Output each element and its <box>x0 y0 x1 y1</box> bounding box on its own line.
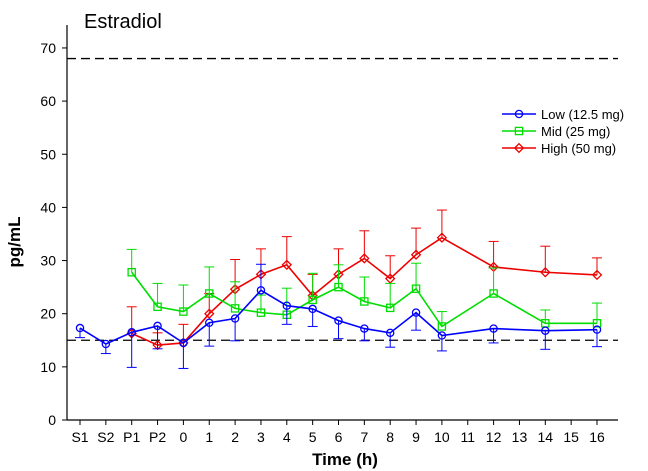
data-point <box>411 284 421 293</box>
x-tick-label: 14 <box>538 429 554 445</box>
legend-marker <box>514 126 524 136</box>
legend-entry: High (50 mg) <box>502 141 616 156</box>
x-tick-label: 9 <box>412 429 420 445</box>
data-point <box>230 304 240 313</box>
data-point <box>308 295 317 305</box>
x-tick-label: 12 <box>486 429 502 445</box>
data-point <box>308 304 317 314</box>
x-tick-label: 16 <box>589 429 605 445</box>
x-tick-label: 11 <box>460 429 475 445</box>
data-point <box>204 318 214 327</box>
data-point <box>256 286 266 295</box>
plot-series <box>75 209 603 369</box>
y-axis-title: pg/mL <box>5 217 24 268</box>
data-point <box>230 314 240 323</box>
data-point <box>282 301 292 310</box>
x-tick-label: 8 <box>386 429 394 445</box>
data-point <box>592 325 602 334</box>
data-point <box>281 259 293 271</box>
x-tick-label: 0 <box>180 429 188 445</box>
data-point <box>437 331 447 340</box>
data-point <box>540 267 551 278</box>
legend-label: High (50 mg) <box>541 141 616 156</box>
x-tick-label: 10 <box>434 429 450 445</box>
data-point <box>385 328 395 338</box>
data-point <box>101 339 111 349</box>
y-tick-label: 40 <box>40 199 56 215</box>
x-tick-label: 3 <box>257 429 265 445</box>
data-point <box>153 302 162 312</box>
data-point <box>360 297 369 306</box>
data-point <box>411 308 421 317</box>
y-tick-label: 70 <box>40 40 56 56</box>
legend-entry: Low (12.5 mg) <box>502 107 624 122</box>
y-tick-label: 60 <box>40 93 56 109</box>
data-point <box>179 307 188 316</box>
data-point <box>153 321 162 331</box>
data-point <box>592 319 602 328</box>
series-line <box>131 271 597 328</box>
data-point <box>334 282 343 292</box>
data-point <box>541 326 550 335</box>
data-point <box>179 338 188 348</box>
data-point <box>359 253 370 264</box>
y-tick-label: 0 <box>48 412 56 428</box>
chart-title: Estradiol <box>84 11 162 33</box>
legend-marker <box>513 142 525 154</box>
y-tick-label: 10 <box>40 359 56 375</box>
x-tick-label: 15 <box>563 429 579 445</box>
y-tick-label: 30 <box>40 253 56 269</box>
series-line <box>131 236 598 346</box>
data-point <box>152 339 163 351</box>
x-tick-label: P1 <box>123 429 140 445</box>
x-axis-title: Time (h) <box>312 450 378 469</box>
series-low <box>75 263 602 369</box>
data-point <box>204 308 215 319</box>
data-point <box>489 324 498 333</box>
data-point <box>75 323 85 333</box>
data-point <box>385 303 395 313</box>
reference-lines <box>67 57 618 341</box>
x-tick-label: P2 <box>149 429 166 445</box>
series-mid <box>126 248 602 331</box>
x-tick-label: S1 <box>71 429 88 445</box>
data-point <box>591 269 603 281</box>
x-tick-label: 5 <box>309 429 317 445</box>
data-point <box>437 322 447 331</box>
legend-label: Mid (25 mg) <box>541 124 610 139</box>
x-tick-label: 2 <box>231 429 239 445</box>
data-point <box>410 249 422 260</box>
data-point <box>127 267 136 277</box>
legend: Low (12.5 mg) Mid (25 mg) High (50 mg) <box>502 107 624 156</box>
data-point <box>436 232 448 243</box>
y-tick-label: 20 <box>40 306 56 322</box>
data-point <box>127 328 136 337</box>
legend-marker <box>514 109 524 119</box>
x-tick-label: 6 <box>335 429 343 445</box>
x-tick-label: 7 <box>360 429 368 445</box>
x-tick-label: 1 <box>205 429 213 445</box>
data-point <box>204 289 214 298</box>
series-line <box>79 289 598 345</box>
x-tick-label: S2 <box>97 429 114 445</box>
x-tick-label: 13 <box>512 429 528 445</box>
data-point <box>256 308 266 317</box>
legend-entry: Mid (25 mg) <box>502 124 610 139</box>
data-point <box>489 289 498 298</box>
data-point <box>360 324 369 333</box>
legend-label: Low (12.5 mg) <box>541 107 624 122</box>
x-axis-ticks: S1 S2 P1 P2 0 1 2 3 4 5 6 7 8 9 10 11 12 13 14 15 16 <box>71 420 605 445</box>
x-tick-label: 4 <box>283 429 291 445</box>
data-point <box>334 316 343 325</box>
y-axis-ticks: 0 10 20 30 40 50 60 70 <box>40 40 67 428</box>
y-tick-label: 50 <box>40 146 56 162</box>
